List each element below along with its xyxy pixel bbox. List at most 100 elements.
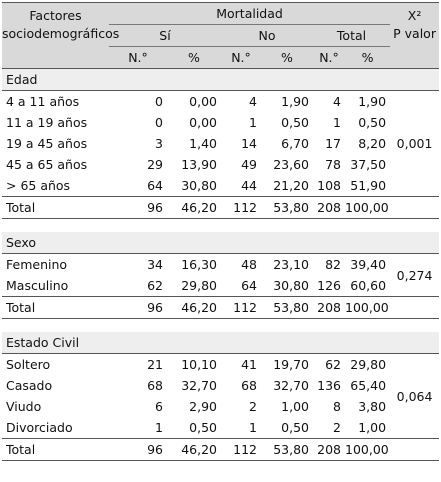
row-label: 45 a 65 años xyxy=(6,157,88,172)
no-count: 41 xyxy=(241,357,257,372)
no-percent: 23,10 xyxy=(273,257,309,272)
si-percent: 1,40 xyxy=(189,136,217,151)
total-pvalue-blank xyxy=(390,297,439,319)
total-percent: 37,50 xyxy=(350,157,387,172)
si-percent: 2,90 xyxy=(189,399,217,414)
total-si-count: 96 xyxy=(147,442,163,457)
table-row: Masculino 62 29,80 64 30,80 126 60,60 xyxy=(2,275,439,297)
total-si-percent: 46,20 xyxy=(181,200,217,215)
section-title: Edad xyxy=(6,72,38,87)
total-total-percent: 100,00 xyxy=(345,300,389,315)
si-percent: 0,00 xyxy=(189,115,217,130)
p-value: 0,274 xyxy=(396,267,433,283)
header-blank xyxy=(2,47,109,69)
total-percent: 65,40 xyxy=(350,378,387,393)
no-count: 14 xyxy=(241,136,257,151)
chi-square-label: X² xyxy=(407,7,422,23)
total-count: 4 xyxy=(333,94,341,109)
total-percent: 51,90 xyxy=(350,178,387,193)
header-blank xyxy=(390,47,439,69)
section-title: Sexo xyxy=(6,235,37,250)
si-n-header: N.° xyxy=(128,50,148,65)
no-count: 68 xyxy=(241,378,257,393)
total-label: Total xyxy=(6,200,36,215)
si-count: 21 xyxy=(147,357,163,372)
total-si-percent: 46,20 xyxy=(181,442,217,457)
si-percent: 30,80 xyxy=(181,178,217,193)
table-row: Soltero 21 10,10 41 19,70 62 29,80 0,064 xyxy=(2,353,440,404)
no-count: 44 xyxy=(241,178,257,193)
table-row: Femenino 34 16,30 48 23,10 82 39,40 0,274 xyxy=(2,253,440,283)
no-percent: 32,70 xyxy=(273,378,309,393)
total-total-count: 208 xyxy=(317,200,341,215)
total-row: Total 96 46,20 112 53,80 208 100,00 xyxy=(2,438,440,461)
total-percent: 3,80 xyxy=(358,399,387,414)
total-pct-header: % xyxy=(361,50,374,65)
si-header: Sí xyxy=(109,24,221,47)
si-count: 68 xyxy=(147,378,163,393)
table-row: Divorciado 1 0,50 1 0,50 2 1,00 xyxy=(2,417,439,439)
header-row-2: Sí No Total xyxy=(2,24,440,47)
total-label: Total xyxy=(6,442,36,457)
no-percent: 19,70 xyxy=(273,357,309,372)
total-total-percent: 100,00 xyxy=(345,200,389,215)
si-percent: 0,50 xyxy=(189,420,217,435)
total-total-count: 208 xyxy=(317,300,341,315)
si-count: 6 xyxy=(155,399,163,414)
total-count: 136 xyxy=(317,378,341,393)
table-row: > 65 años 64 30,80 44 21,20 108 51,90 xyxy=(2,175,439,197)
si-percent: 32,70 xyxy=(181,378,217,393)
total-percent: 0,50 xyxy=(358,115,387,130)
no-count: 1 xyxy=(249,420,257,435)
total-no-percent: 53,80 xyxy=(273,442,309,457)
no-percent: 30,80 xyxy=(273,278,309,293)
total-no-percent: 53,80 xyxy=(273,200,309,215)
si-percent: 10,10 xyxy=(181,357,217,372)
total-percent: 1,90 xyxy=(358,94,387,109)
mortality-header: Mortalidad xyxy=(109,2,391,25)
total-pvalue-blank xyxy=(390,439,439,461)
row-label: > 65 años xyxy=(6,178,71,193)
no-percent: 23,60 xyxy=(273,157,309,172)
no-percent: 6,70 xyxy=(281,136,309,151)
table-row: 45 a 65 años 29 13,90 49 23,60 78 37,50 xyxy=(2,154,439,175)
section-title-row: Estado Civil xyxy=(2,332,440,354)
row-label: 4 a 11 años xyxy=(6,94,80,109)
total-percent: 1,00 xyxy=(358,420,387,435)
total-percent: 8,20 xyxy=(358,136,387,151)
no-n-header: N.° xyxy=(231,50,251,65)
mortality-table: Factores sociodemográficos Mortalidad X²… xyxy=(2,2,440,461)
total-total-percent: 100,00 xyxy=(345,442,389,457)
no-percent: 0,50 xyxy=(281,420,309,435)
total-si-count: 96 xyxy=(147,200,163,215)
total-count: 2 xyxy=(333,420,341,435)
total-count: 78 xyxy=(325,157,341,172)
no-count: 48 xyxy=(241,257,257,272)
p-value: 0,064 xyxy=(396,388,433,404)
no-count: 2 xyxy=(249,399,257,414)
total-no-percent: 53,80 xyxy=(273,300,309,315)
table-row: 11 a 19 años 0 0,00 1 0,50 1 0,50 xyxy=(2,112,439,133)
total-no-count: 112 xyxy=(233,442,257,457)
section-title: Estado Civil xyxy=(6,335,80,350)
total-count: 8 xyxy=(333,399,341,414)
total-pvalue-blank xyxy=(390,197,439,219)
spacer-cell xyxy=(2,219,439,233)
pvalue-label: P valor xyxy=(393,25,436,41)
no-count: 64 xyxy=(241,278,257,293)
table-row: Casado 68 32,70 68 32,70 136 65,40 xyxy=(2,375,439,396)
factor-header: Factores sociodemográficos xyxy=(2,3,119,47)
row-label: 19 a 45 años xyxy=(6,136,88,151)
si-count: 64 xyxy=(147,178,163,193)
no-percent: 1,90 xyxy=(281,94,309,109)
total-no-count: 112 xyxy=(233,200,257,215)
no-pct-header: % xyxy=(281,50,293,65)
factor-header-line1: Factores xyxy=(29,7,82,23)
si-count: 62 xyxy=(147,278,163,293)
table-row: 4 a 11 años 0 0,00 4 1,90 4 1,90 0,001 xyxy=(2,90,440,151)
no-header: No xyxy=(221,24,313,47)
total-count: 62 xyxy=(325,357,341,372)
total-si-count: 96 xyxy=(147,300,163,315)
si-percent: 29,80 xyxy=(181,278,217,293)
